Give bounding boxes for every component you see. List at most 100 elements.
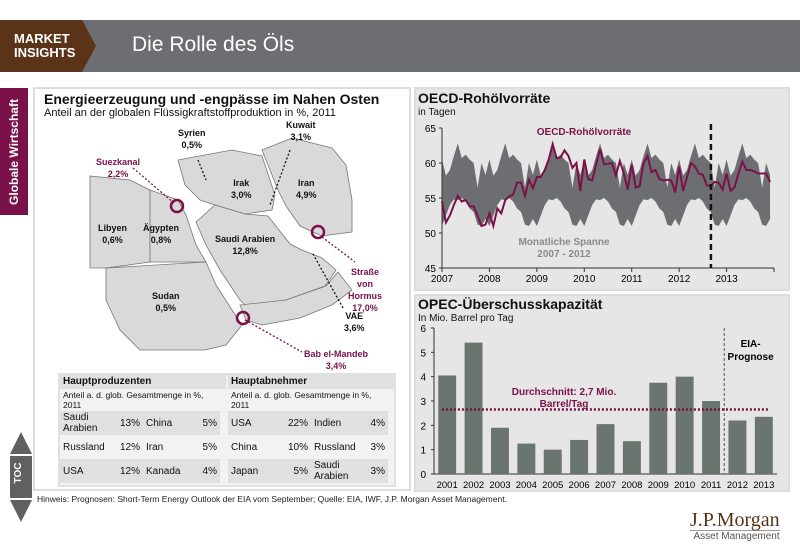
oecd-chart-subtitle: in Tagen [418,107,456,118]
label-libyen: Libyen 0,6% [98,223,128,245]
bar-2011 [702,401,721,474]
toc-arrows-icon: TOC [10,432,32,522]
table-cell-share: 5% [193,411,220,435]
map-arabia [195,204,337,311]
table-cell-share: 3% [370,441,385,453]
label-aegypten: Ägypten 0,8% [143,223,179,245]
bar-2007 [596,424,615,474]
range-band [442,143,771,226]
forecast-label: EIA- [741,339,761,350]
table-row: Japan 5% Saudi Arabien 3% [228,459,394,483]
x-tick-label: 2011 [621,274,643,285]
table-cell-share: 5% [202,441,217,453]
y-tick-label: 55 [425,194,437,205]
bar-2003 [490,427,509,474]
producers-header: Hauptproduzenten [60,375,226,389]
y-tick-label: 60 [425,159,437,170]
oecd-series-line [441,140,771,230]
consumers-section: Hauptabnehmer Anteil a. d. glob. Gesamtm… [228,375,394,483]
label-vae: VAE 3,6% [344,311,365,333]
bab-el-mandeb-circle-marker [235,310,251,326]
table-row: USA 12% Kanada 4% [60,459,226,483]
bar-2013 [754,416,773,474]
table-cell-country: Saudi Arabien [60,411,118,435]
y-tick-label: 50 [425,229,437,240]
y-tick-label: 4 [420,373,426,384]
map-title: Energieerzeugung und -engpässe im Nahen … [44,91,380,107]
bar-2002 [464,342,483,474]
hormus-circle-marker [310,224,326,240]
y-tick-label: 45 [425,264,437,275]
label-saudi-arabien: Saudi Arabien 12,8% [215,234,276,256]
bar-2005 [543,449,562,474]
forecast-label-2: Prognose [728,352,775,363]
x-tick-label: 2003 [489,480,510,491]
bar-2008 [622,441,641,474]
opec-chart-title: OPEC-Überschusskapazität [418,296,603,312]
table-cell-country: USA [228,411,286,435]
y-tick-label: 2 [420,421,426,432]
y-tick-label: 65 [425,124,437,135]
x-tick-label: 2010 [674,480,695,491]
x-tick-label: 2005 [542,480,563,491]
toc-navigator[interactable]: TOC [10,432,32,522]
x-tick-label: 2009 [526,274,549,285]
producers-note: Anteil a. d. glob. Gesamtmenge in %, 201… [63,390,204,410]
x-tick-label: 2008 [621,480,642,491]
table-cell-share: 3% [361,459,388,483]
series-label: OECD-Rohölvorräte [537,127,632,138]
section-tab-globale-wirtschaft[interactable]: Globale Wirtschaft [0,88,28,215]
x-tick-label: 2004 [516,480,537,491]
table-cell-share: 13% [118,411,143,435]
toc-label: TOC [13,463,24,484]
table-cell-country: China [231,441,258,453]
page-title: Die Rolle des Öls [132,33,295,56]
x-tick-label: 2002 [463,480,484,491]
average-label: Durchschnitt: 2,7 Mio. [512,387,617,398]
toc-down-arrow-icon [10,500,32,522]
label-suezkanal: Suezkanal 2,2% [96,157,141,179]
logo-subtitle: Asset Management [693,531,780,542]
bar-2012 [728,420,747,474]
y-tick-label: 1 [420,446,426,457]
bar-2010 [675,376,694,474]
table-cell-country: Russland [63,441,105,453]
producers-consumers-table: Hauptproduzenten Anteil a. d. glob. Gesa… [58,373,396,487]
table-cell-country: Japan [228,459,286,483]
opec-chart-subtitle: In Mio. Barrel pro Tag [418,313,514,324]
table-row: Russland 12% Iran 5% [60,435,226,459]
x-tick-label: 2010 [573,274,596,285]
x-tick-label: 2013 [715,274,738,285]
map-sudan [105,261,243,351]
table-cell-country: Iran [146,441,164,453]
label-bab-el-mandeb: Bab el-Mandeb 3,4% [304,349,369,371]
x-tick-label: 2012 [727,480,748,491]
table-cell-country: USA [60,459,118,483]
map-yemen-oman [239,271,353,326]
oecd-chart: 45 50 55 60 65 2007 2008 2009 2010 2011 2012 2013 OE… [425,124,775,285]
brand-line-1: MARKET [14,31,70,46]
x-tick-label: 2007 [431,274,454,285]
table-row: China 10% Russland 3% [228,435,394,459]
table-row: Saudi Arabien 13% China 5% [60,411,226,435]
table-cell-share: 12% [118,459,143,483]
table-cell-share: 22% [286,411,311,435]
producers-section: Hauptproduzenten Anteil a. d. glob. Gesa… [60,375,226,483]
table-cell-country: China [143,411,193,435]
jpmorgan-logo: J.P.Morgan Asset Management [690,510,780,542]
map-iran [261,137,353,237]
table-cell-share: 12% [119,441,140,453]
x-tick-label: 2009 [648,480,669,491]
table-row: USA 22% Indien 4% [228,411,394,435]
logo-name: J.P.Morgan [690,509,780,531]
bar-2009 [649,382,668,474]
table-cell-share: 4% [193,459,220,483]
table-cell-country: Indien [311,411,361,435]
toc-up-arrow-icon [10,432,32,454]
footnote: Hinweis: Prognosen: Short-Term Energy Ou… [37,494,507,504]
average-label-2: Barrel/Tag [540,399,589,410]
market-insights-logo: MARKET INSIGHTS [0,20,96,72]
consumers-note: Anteil a. d. glob. Gesamtmenge in %, 201… [231,390,372,410]
x-tick-label: 2001 [437,480,458,491]
